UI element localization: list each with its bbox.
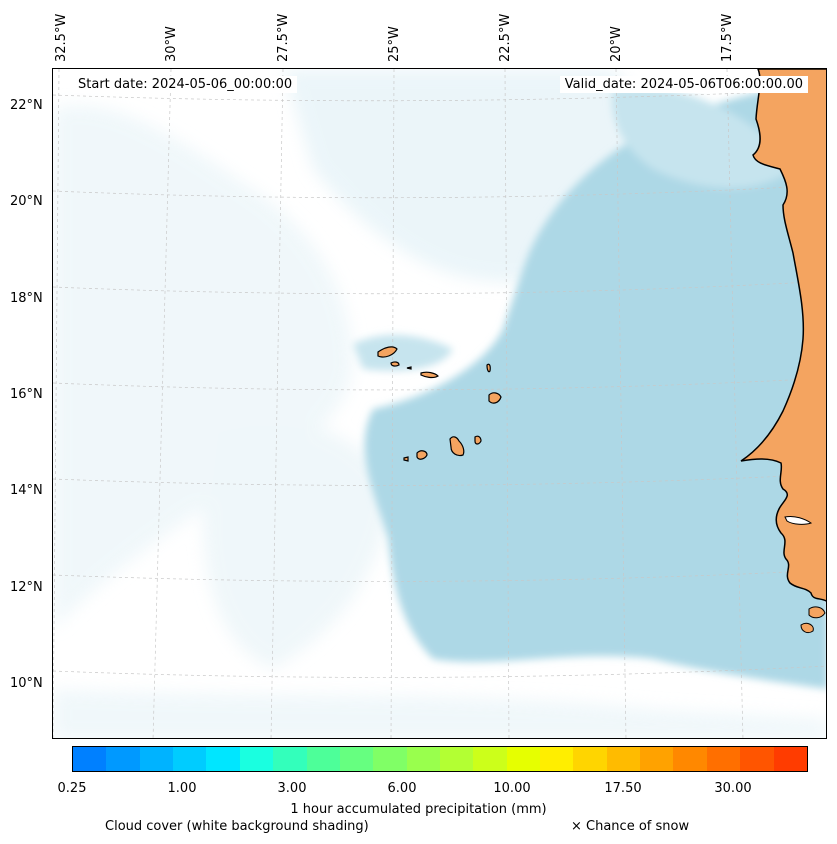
colorbar-swatch-19 xyxy=(706,747,741,771)
colorbar-tick-6: 30.00 xyxy=(714,781,752,796)
island-boa-vista xyxy=(488,392,502,404)
lon-label-30w: 30°W xyxy=(164,26,179,62)
legend-cloud-cover: Cloud cover (white background shading) xyxy=(105,819,369,834)
cloud-cover-light xyxy=(53,69,826,738)
lat-label-10n: 10°N xyxy=(10,676,43,691)
colorbar-tick-4: 10.00 xyxy=(493,781,531,796)
colorbar-tick-0: 0.25 xyxy=(57,781,87,796)
colorbar-swatch-18 xyxy=(673,747,707,771)
colorbar-swatch-8 xyxy=(339,747,374,771)
colorbar-swatch-12 xyxy=(473,747,507,771)
colorbar-swatch-17 xyxy=(640,747,674,771)
colorbar-tick-3: 6.00 xyxy=(387,781,417,796)
island-santa-luzia xyxy=(406,366,412,370)
colorbar-swatch-3 xyxy=(173,747,207,771)
colorbar-title: 1 hour accumulated precipitation (mm) xyxy=(290,802,547,817)
colorbar-swatch-2 xyxy=(139,747,174,771)
lon-label-25w: 25°W xyxy=(387,26,402,62)
colorbar-tick-2: 3.00 xyxy=(277,781,307,796)
colorbar-swatch-6 xyxy=(273,747,307,771)
precipitation-colorbar xyxy=(72,746,808,772)
colorbar-swatch-10 xyxy=(406,747,440,771)
lat-label-16n: 16°N xyxy=(10,387,43,402)
lon-label-22-5w: 22.5°W xyxy=(498,13,513,62)
lon-label-17-5w: 17.5°W xyxy=(720,13,735,62)
island-santo-antao xyxy=(377,346,398,358)
coast-inlet-1 xyxy=(784,516,813,525)
lon-label-20w: 20°W xyxy=(609,26,624,62)
colorbar-swatch-11 xyxy=(439,747,474,771)
coast-island-2 xyxy=(800,622,814,634)
colorbar-swatch-21 xyxy=(773,747,807,771)
valid-date-label: Valid_date: 2024-05-06T06:00:00.00 xyxy=(559,76,808,93)
island-sao-nicolau xyxy=(420,371,439,379)
colorbar-swatch-1 xyxy=(106,747,140,771)
colorbar-tick-5: 17.50 xyxy=(604,781,642,796)
colorbar-swatch-13 xyxy=(506,747,541,771)
colorbar-swatch-5 xyxy=(239,747,274,771)
colorbar-swatch-4 xyxy=(206,747,240,771)
lat-label-18n: 18°N xyxy=(10,291,43,306)
island-sal xyxy=(486,363,491,373)
colorbar-swatch-15 xyxy=(573,747,607,771)
legend-chance-of-snow: × Chance of snow xyxy=(571,819,690,834)
graticule xyxy=(53,69,826,738)
coast-island-1 xyxy=(808,606,826,619)
map-canvas xyxy=(53,69,826,738)
africa-landmass xyxy=(740,69,826,602)
colorbar-tick-1: 1.00 xyxy=(167,781,197,796)
cloud-cover-dense xyxy=(353,79,826,689)
colorbar-swatch-9 xyxy=(373,747,407,771)
map-panel[interactable]: Start date: 2024-05-06_00:00:00 Valid_da… xyxy=(52,68,827,739)
colorbar-swatch-20 xyxy=(740,747,774,771)
cape-verde-islands xyxy=(377,346,502,462)
lat-label-14n: 14°N xyxy=(10,483,43,498)
colorbar-swatch-0 xyxy=(73,747,107,771)
island-maio xyxy=(474,435,482,445)
island-santiago xyxy=(449,436,465,457)
lon-label-27-5w: 27.5°W xyxy=(276,13,291,62)
colorbar-swatch-16 xyxy=(606,747,641,771)
colorbar-swatch-14 xyxy=(540,747,574,771)
start-date-label: Start date: 2024-05-06_00:00:00 xyxy=(73,76,298,93)
island-brava xyxy=(403,456,409,462)
lat-label-12n: 12°N xyxy=(10,580,43,595)
lon-label-32-5w: 32.5°W xyxy=(54,13,69,62)
colorbar-swatch-7 xyxy=(306,747,340,771)
island-fogo xyxy=(416,450,428,460)
island-sao-vicente xyxy=(390,361,400,367)
lat-label-20n: 20°N xyxy=(10,194,43,209)
lat-label-22n: 22°N xyxy=(10,98,43,113)
